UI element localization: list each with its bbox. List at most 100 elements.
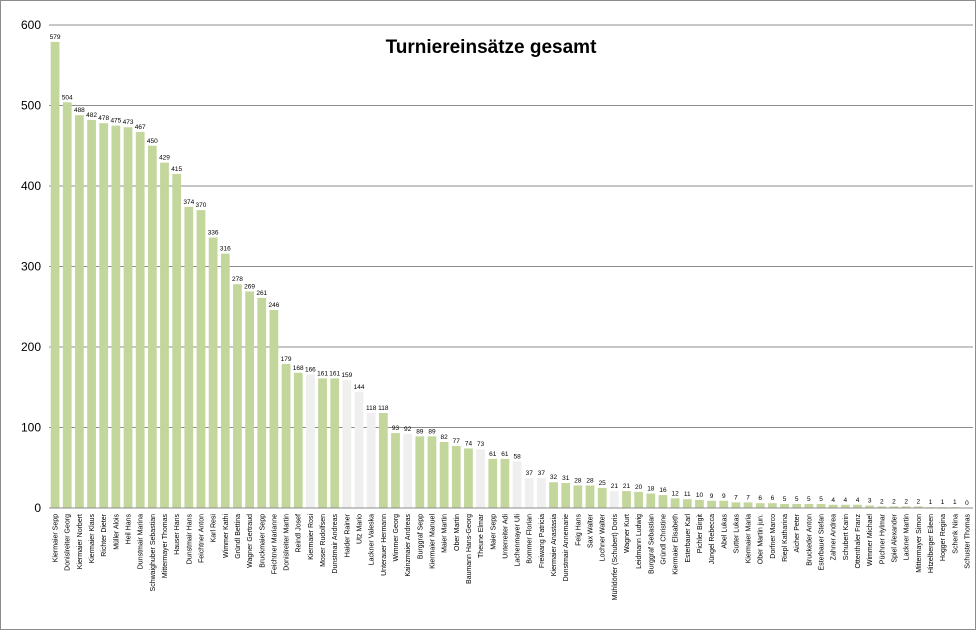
- x-tick-label: Dunstmair Andreas: [332, 514, 339, 574]
- x-tick-label: Baumann Hans-Georg: [466, 514, 473, 584]
- x-tick-label: Kiermaier Klaus: [89, 514, 96, 564]
- data-label: 1: [929, 499, 933, 506]
- x-tick-label: Schenk Nina: [952, 514, 959, 554]
- bar-67: [853, 504, 862, 508]
- x-tick-label: Dunstmair Hans: [186, 514, 193, 565]
- y-tick-label: 600: [21, 18, 41, 32]
- y-tick-label: 0: [34, 501, 41, 515]
- bar-10: [160, 162, 169, 508]
- x-tick-label: Gründl Bettina: [235, 514, 242, 559]
- x-tick-label: Bommer Florian: [527, 514, 534, 564]
- bar-18: [257, 297, 267, 508]
- x-tick-label: Ober Martin jun.: [758, 514, 765, 564]
- data-label: 316: [220, 246, 231, 253]
- data-label: 32: [550, 474, 558, 481]
- bar-53: [682, 499, 692, 508]
- x-tick-label: Püchner Hylmar: [879, 513, 886, 564]
- bar-25: [342, 380, 352, 508]
- data-label: 2: [904, 498, 908, 505]
- data-label: 179: [281, 356, 292, 363]
- data-label: 28: [586, 477, 594, 484]
- data-label: 5: [807, 496, 811, 503]
- x-tick-label: Hauser Hans: [174, 514, 181, 555]
- x-tick-label: Müller Alois: [113, 514, 120, 550]
- bar-33: [439, 441, 449, 508]
- data-label: 579: [50, 34, 61, 41]
- x-tick-label: Schwaighuber Sebastian: [150, 514, 157, 592]
- bar-48: [622, 491, 631, 508]
- data-label: 118: [378, 405, 389, 412]
- data-label: 93: [392, 425, 400, 432]
- bar-46: [597, 487, 607, 509]
- bar-37: [488, 458, 498, 508]
- x-tick-label: Burggraf Sepp: [417, 514, 424, 559]
- bar-68: [865, 505, 875, 508]
- data-label: 18: [647, 486, 655, 493]
- x-tick-label: Abel Lukas: [721, 514, 728, 549]
- x-tick-label: Mittermayer Thomas: [162, 514, 169, 579]
- data-label: 82: [441, 434, 449, 441]
- x-tick-label: Kiermaier Rosi: [308, 514, 315, 560]
- x-tick-label: Ober Martin: [454, 514, 461, 551]
- bar-2: [62, 102, 72, 508]
- data-label: 261: [256, 290, 267, 297]
- bar-13: [196, 210, 206, 508]
- data-label: 482: [86, 112, 97, 119]
- x-tick-label: Kiermaier Sepp: [53, 514, 60, 562]
- x-tick-label: Theune Elmar: [478, 513, 485, 558]
- bar-64: [816, 503, 826, 508]
- x-tick-label: Donislreiter Martin: [284, 514, 291, 571]
- x-tick-label: Esterbauer Stefan: [819, 514, 826, 571]
- bar-7: [123, 127, 133, 509]
- x-tick-label: Wagner Kurt: [624, 514, 631, 553]
- x-tick-label: Hogger Regina: [940, 514, 947, 561]
- x-tick-label: Lachenmayer Uli: [515, 514, 522, 567]
- data-label: 269: [244, 283, 255, 290]
- data-label: 118: [366, 405, 377, 412]
- x-tick-label: Lackner Martin: [904, 514, 911, 560]
- bar-66: [840, 504, 850, 508]
- x-tick-label: Schuster Thomas: [964, 514, 971, 569]
- bar-47: [609, 491, 619, 508]
- x-tick-label: Reindl Josef: [296, 514, 303, 553]
- data-label: 2: [916, 498, 920, 505]
- data-label: 1: [953, 499, 957, 506]
- x-tick-label: Burggraf Sebastian: [648, 514, 655, 574]
- x-tick-label: Bruckeder Anton: [806, 514, 813, 566]
- bar-39: [512, 461, 522, 508]
- bar-12: [184, 206, 194, 508]
- bar-35: [464, 448, 473, 508]
- x-tick-label: Utz Mario: [357, 514, 364, 544]
- y-tick-label: 100: [21, 421, 41, 435]
- bar-31: [415, 436, 425, 508]
- data-label: 25: [599, 480, 607, 487]
- x-tick-label: Lackner Valeska: [369, 514, 376, 565]
- data-label: 370: [196, 202, 207, 209]
- data-label: 5: [795, 496, 799, 503]
- bar-34: [451, 446, 461, 508]
- bar-42: [549, 482, 558, 508]
- x-tick-label: Unterauer Hermann: [381, 514, 388, 576]
- x-tick-label: Wagner Gertraud: [247, 514, 254, 568]
- bar-36: [476, 449, 485, 508]
- data-label: 504: [62, 94, 73, 101]
- bar-28: [378, 413, 388, 508]
- bar-17: [245, 291, 254, 508]
- x-tick-label: Kiermaier Anastasia: [551, 514, 558, 576]
- data-label: 6: [771, 495, 775, 502]
- bar-26: [354, 392, 364, 508]
- x-tick-label: Sax Walter: [588, 513, 595, 548]
- data-label: 478: [98, 115, 109, 122]
- data-label: 20: [635, 484, 643, 491]
- data-label: 10: [696, 492, 704, 499]
- x-tick-label: Moser Rudolfsen: [320, 514, 327, 567]
- data-label: 161: [329, 370, 340, 377]
- x-tick-label: Freiwang Patricia: [539, 514, 546, 568]
- bar-20: [281, 363, 291, 508]
- data-label: 168: [293, 365, 304, 372]
- data-label: 278: [232, 276, 243, 283]
- data-label: 21: [623, 483, 631, 490]
- data-label: 28: [574, 477, 582, 484]
- x-tick-label: Esterbauer Karl: [685, 514, 692, 563]
